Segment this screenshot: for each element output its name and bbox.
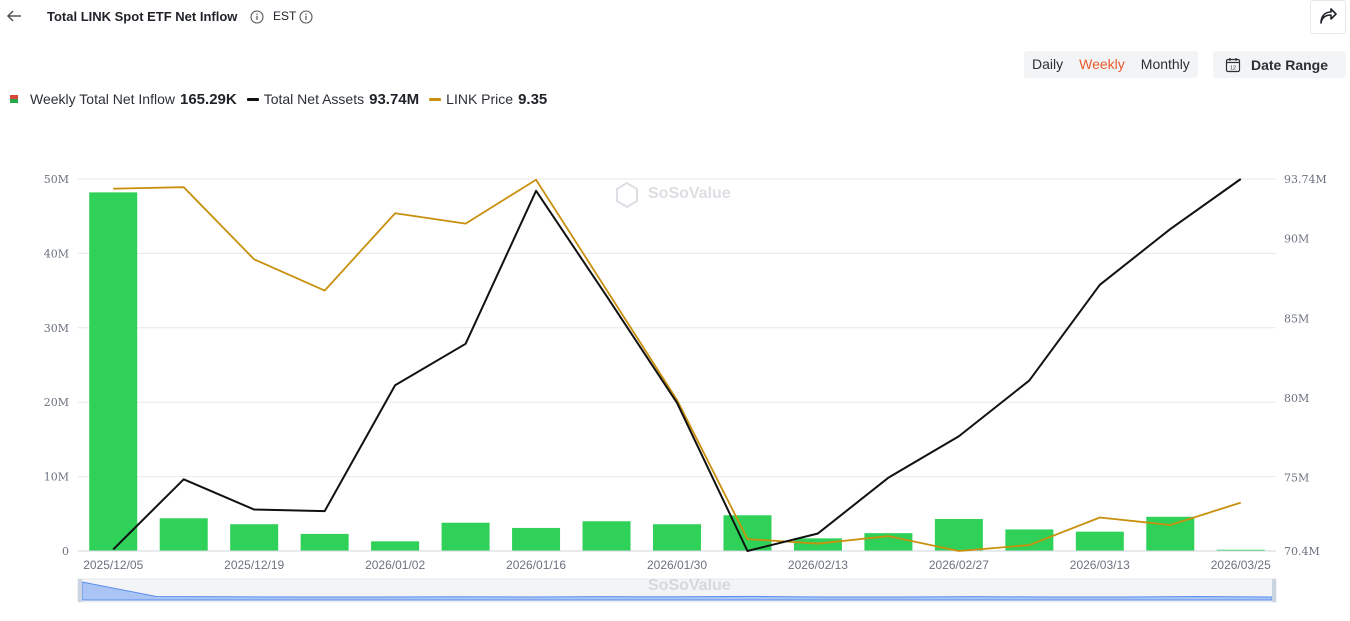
legend-inflow-swatch xyxy=(10,95,18,103)
inflow-bar xyxy=(230,524,279,551)
inflow-bar xyxy=(1005,529,1054,551)
y-axis-right-tick: 90M xyxy=(1284,233,1309,246)
watermark-text: SoSoValue xyxy=(648,185,731,202)
legend-assets[interactable]: Total Net Assets 93.74M xyxy=(246,90,420,108)
x-axis-tick: 2026/01/02 xyxy=(365,558,425,572)
legend-assets-swatch xyxy=(246,97,259,101)
inflow-bar xyxy=(934,519,983,551)
inflow-bar xyxy=(793,538,842,551)
inflow-bar xyxy=(723,515,772,551)
assets-line xyxy=(112,178,1242,552)
share-button[interactable] xyxy=(1310,0,1346,34)
y-axis-right-tick: 75M xyxy=(1284,472,1309,485)
price-line xyxy=(113,178,1242,552)
y-axis-left-tick: 40M xyxy=(44,247,69,260)
legend-price-swatch xyxy=(429,97,442,101)
y-axis-right-tick: 70.4M xyxy=(1284,545,1320,558)
watermark: SoSoValue xyxy=(616,181,731,209)
info-icon[interactable] xyxy=(250,10,264,24)
x-axis-tick: 2026/03/25 xyxy=(1211,558,1271,572)
y-axis-left-tick: 10M xyxy=(44,471,69,484)
inflow-bar xyxy=(653,524,701,551)
legend-inflow-value: 165.29K xyxy=(180,90,237,108)
period-selector: Daily Weekly Monthly xyxy=(1024,51,1198,78)
inflow-bar xyxy=(441,522,490,551)
inflow-bar xyxy=(512,527,561,551)
legend-price-value: 9.35 xyxy=(518,90,548,108)
legend-price[interactable]: LINK Price 9.35 xyxy=(429,91,547,108)
inflow-bar xyxy=(1146,516,1195,551)
inflow-bar xyxy=(159,518,208,551)
legend-inflow-label: Weekly Total Net Inflow xyxy=(30,91,175,107)
y-axis-left-tick: 20M xyxy=(44,396,69,409)
y-axis-right-tick: 93.74M xyxy=(1284,173,1327,186)
calendar-icon: 12 xyxy=(1225,57,1241,72)
date-range-label: Date Range xyxy=(1251,56,1329,73)
legend-inflow[interactable]: Weekly Total Net Inflow 165.29K xyxy=(10,91,237,108)
watermark-text: SoSoValue xyxy=(648,577,731,594)
inflow-bar xyxy=(89,192,138,551)
timezone-label: EST xyxy=(273,9,297,23)
period-monthly[interactable]: Monthly xyxy=(1140,56,1190,72)
y-axis-left-tick: 50M xyxy=(44,173,69,186)
range-slider-preview xyxy=(81,581,1273,601)
chart-legend: Weekly Total Net Inflow 165.29K Total Ne… xyxy=(10,88,557,110)
x-axis-tick: 2026/01/30 xyxy=(647,558,707,572)
timezone-info-icon[interactable] xyxy=(299,10,313,24)
x-axis-tick: 2026/02/13 xyxy=(788,558,848,572)
x-axis-tick: 2025/12/05 xyxy=(83,558,143,572)
x-axis-tick: 2026/02/27 xyxy=(929,558,989,572)
y-axis-left-tick: 30M xyxy=(44,322,69,335)
legend-price-label: LINK Price xyxy=(446,91,514,107)
inflow-bar xyxy=(1075,531,1124,551)
svg-text:12: 12 xyxy=(1230,65,1236,71)
x-axis-tick: 2026/01/16 xyxy=(506,558,566,572)
range-slider-handle-right[interactable] xyxy=(1272,579,1276,602)
watermark-logo-icon xyxy=(616,181,638,209)
back-arrow-icon[interactable] xyxy=(4,6,24,26)
date-range-button[interactable]: 12 Date Range xyxy=(1213,51,1346,78)
page-title: Total LINK Spot ETF Net Inflow xyxy=(47,9,238,24)
inflow-bar xyxy=(371,541,420,551)
x-axis-tick: 2026/03/13 xyxy=(1070,558,1130,572)
inflow-bar xyxy=(300,533,349,551)
inflow-bar xyxy=(582,521,631,551)
share-icon xyxy=(1320,8,1337,24)
period-daily[interactable]: Daily xyxy=(1032,56,1064,72)
x-axis-tick: 2025/12/19 xyxy=(224,558,284,572)
inflow-bar xyxy=(1216,549,1265,551)
range-slider: SoSoValue xyxy=(77,577,1277,603)
y-axis-right-tick: 80M xyxy=(1284,392,1309,405)
legend-assets-label: Total Net Assets xyxy=(263,91,365,107)
period-weekly[interactable]: Weekly xyxy=(1079,56,1125,72)
range-slider-handle-left[interactable] xyxy=(78,579,82,602)
y-axis-left-tick: 0 xyxy=(62,545,69,558)
y-axis-right-tick: 85M xyxy=(1284,312,1309,325)
top-bar: Total LINK Spot ETF Net Inflow EST xyxy=(0,0,1350,34)
legend-assets-value: 93.74M xyxy=(369,90,420,108)
